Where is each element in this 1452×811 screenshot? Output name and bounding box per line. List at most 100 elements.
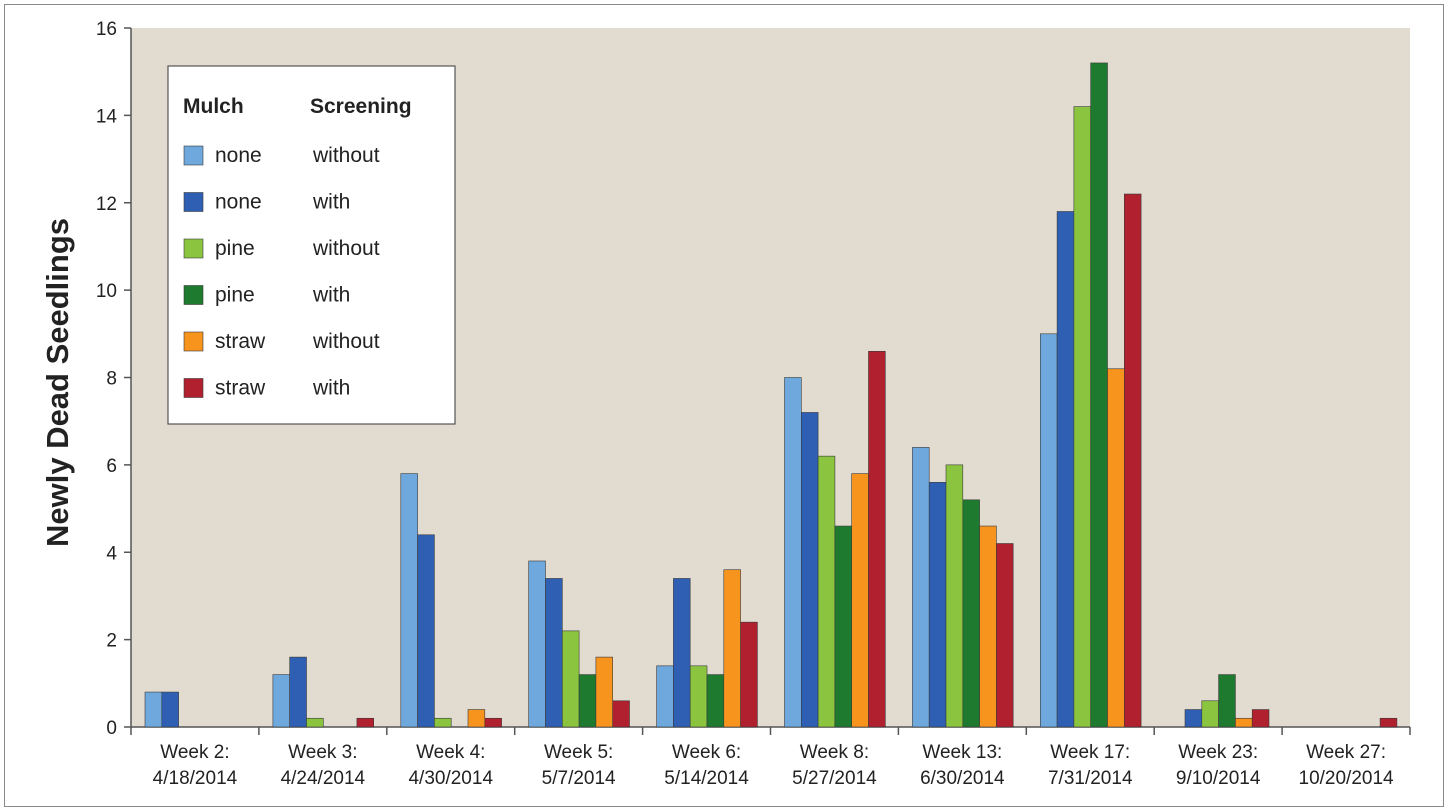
bar [928,482,947,728]
bar [484,717,502,728]
legend-swatch [183,192,204,212]
x-tick-label: 5/27/2014 [792,768,877,789]
bar [1073,106,1092,728]
bar [1184,709,1203,728]
bar [723,569,741,728]
y-tick-label: 14 [96,106,118,127]
bar [289,656,307,728]
bar [400,473,418,728]
y-tick-label: 16 [96,19,117,40]
legend-screening-label: without [312,144,380,167]
x-tick-label: 10/20/2014 [1299,768,1395,789]
bar [272,674,290,728]
chart-frame [4,4,1444,807]
legend-screening-label: with [312,191,350,214]
legend-header-mulch: Mulch [183,95,244,118]
bar [528,560,546,728]
x-tick-label: Week 3: [288,742,357,763]
bar [1124,193,1142,728]
x-tick-label: Week 5: [544,742,613,763]
legend-mulch-label: pine [215,284,255,307]
bar [979,525,997,728]
x-tick-label: 4/18/2014 [153,768,238,789]
y-tick-label: 2 [106,631,117,652]
x-tick-label: 5/7/2014 [542,768,616,789]
bar [868,350,886,728]
x-tick-label: Week 8: [800,742,869,763]
bar [161,691,179,728]
bar [306,717,324,728]
legend-swatch [183,145,204,166]
x-tick-label: Week 27: [1306,742,1386,763]
legend-screening-label: without [312,330,380,353]
bar [834,525,853,728]
legend-screening-label: with [312,377,350,400]
bar [417,534,435,728]
legend-screening-label: without [312,237,380,260]
x-tick-label: 4/24/2014 [281,768,366,789]
legend-swatch [183,378,204,398]
bar [1218,674,1236,728]
bar [612,700,630,728]
bar [817,455,836,728]
bar [800,412,819,728]
legend-swatch [183,238,204,259]
bar [1056,211,1075,728]
bar [673,578,691,728]
bar [996,543,1014,728]
y-tick-label: 0 [106,718,117,739]
bar [561,630,580,728]
legend: Mulch Screening none without none with pine wit… [167,65,456,425]
legend-mulch-label: none [215,191,262,214]
bar [1107,368,1125,728]
x-tick-label: Week 23: [1178,742,1258,763]
x-tick-label: Week 13: [922,742,1002,763]
x-tick-label: 5/14/2014 [664,768,749,789]
legend-box [167,65,456,425]
bar [962,499,980,728]
legend-swatch [183,331,204,352]
x-tick-label: Week 17: [1050,742,1130,763]
legend-mulch-label: pine [215,237,255,260]
legend-mulch-label: none [215,144,262,167]
x-tick-label: Week 6: [672,742,741,763]
bar [434,717,452,728]
bar [912,447,930,728]
x-tick-label: Week 4: [416,742,485,763]
bar [467,709,486,728]
y-tick-label: 12 [96,194,117,215]
legend-mulch-label: straw [215,377,266,400]
y-axis-title: Newly Dead Seedlings [40,218,75,547]
legend-screening-label: with [312,284,350,307]
bar [578,674,597,728]
bar [545,578,563,728]
bar [1251,709,1270,728]
bar [851,473,869,728]
bar [706,674,725,728]
x-tick-label: 6/30/2014 [920,768,1005,789]
bar [945,464,964,728]
y-tick-label: 8 [106,369,117,390]
bar [144,691,163,728]
y-tick-label: 10 [96,281,117,302]
bar [784,377,802,728]
bar [1201,700,1219,728]
bar [1090,62,1108,728]
x-tick-label: 7/31/2014 [1048,768,1133,789]
legend-header-screening: Screening [310,95,412,118]
x-tick-label: 9/10/2014 [1176,768,1261,789]
bar [356,717,374,728]
bar [740,621,758,728]
y-tick-label: 6 [106,456,117,477]
bar [689,665,708,728]
bar [1040,333,1058,728]
bar [656,665,674,728]
x-tick-label: Week 2: [160,742,229,763]
bar [595,656,614,728]
legend-mulch-label: straw [215,330,266,353]
y-tick-label: 4 [106,543,117,564]
legend-swatch [183,285,204,305]
x-tick-label: 4/30/2014 [408,768,493,789]
bar [1235,717,1253,728]
